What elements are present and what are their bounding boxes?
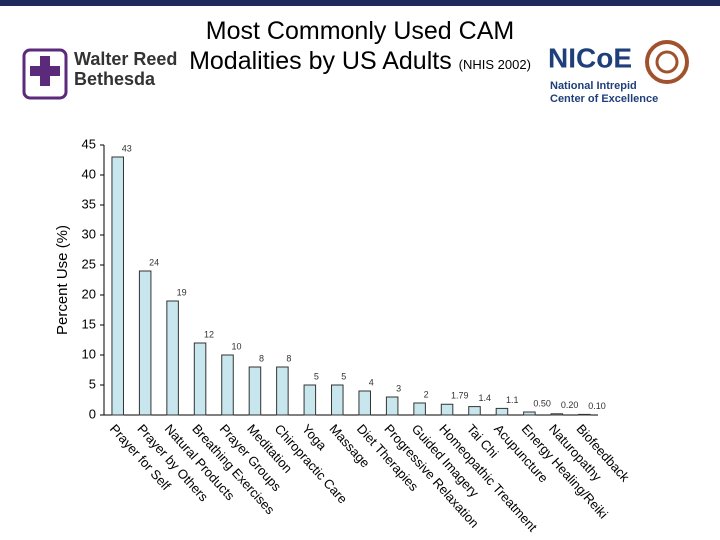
data-label: 1.79 <box>451 391 469 401</box>
title-text: Most Commonly Used CAM Modalities by US … <box>189 17 515 75</box>
bar <box>221 354 234 416</box>
bar <box>523 411 536 416</box>
chart-title: Most Commonly Used CAM Modalities by US … <box>180 16 540 80</box>
data-label: 3 <box>396 383 401 393</box>
data-label: 1.1 <box>506 395 519 405</box>
logo-text: Center of Excellence <box>550 93 658 105</box>
y-tick-label: 25 <box>82 256 96 271</box>
bar <box>550 413 564 416</box>
y-tick-label: 45 <box>82 136 96 151</box>
logo-shield <box>22 48 68 100</box>
source: (NHIS 2002) <box>458 57 531 72</box>
data-label: 4 <box>369 377 374 387</box>
data-label: 43 <box>122 143 132 153</box>
data-label: 8 <box>259 353 264 363</box>
data-label: 1.4 <box>479 393 492 403</box>
bar <box>385 396 399 416</box>
data-label: 0.10 <box>588 401 606 411</box>
y-tick-label: 40 <box>82 166 96 181</box>
bar <box>166 300 179 416</box>
logo-swirl <box>645 40 689 84</box>
logo-cross <box>30 66 60 76</box>
bar <box>248 366 262 416</box>
bar <box>276 366 289 416</box>
bar <box>495 407 509 416</box>
bar <box>193 342 207 416</box>
data-label: 10 <box>232 341 242 351</box>
bar <box>578 413 591 416</box>
logo-name: NICoE <box>548 42 632 73</box>
y-tick-label: 15 <box>82 316 96 331</box>
top-stripe <box>0 0 720 6</box>
y-tick-label: 35 <box>82 196 96 211</box>
bar <box>440 403 454 416</box>
data-label: 0.50 <box>533 398 551 408</box>
bar <box>303 384 317 416</box>
y-tick-label: 20 <box>82 286 96 301</box>
data-label: 24 <box>149 257 159 267</box>
y-tick-label: 5 <box>89 376 96 391</box>
y-tick-label: 10 <box>82 346 96 361</box>
bar <box>138 270 152 416</box>
bar <box>331 384 344 416</box>
data-label: 0.20 <box>561 400 579 410</box>
right-logo: NICoE National Intrepid Center of Excell… <box>548 40 689 105</box>
data-label: 2 <box>424 389 429 399</box>
bar <box>111 156 124 416</box>
logo-text: Bethesda <box>74 69 156 89</box>
y-axis-label: Percent Use (%) <box>54 225 71 335</box>
data-label: 8 <box>286 353 291 363</box>
left-logo: Walter Reed Bethesda <box>22 48 177 100</box>
bar <box>413 402 426 416</box>
y-tick-label: 30 <box>82 226 96 241</box>
logo-text: Walter Reed <box>74 49 177 69</box>
data-label: 5 <box>314 371 319 381</box>
y-tick-label: 0 <box>89 406 96 421</box>
bar <box>358 390 371 416</box>
bar <box>468 406 481 416</box>
logo-text: National Intrepid <box>550 80 637 92</box>
data-label: 12 <box>204 329 214 339</box>
data-label: 5 <box>341 371 346 381</box>
data-label: 19 <box>177 287 187 297</box>
logo-swirl <box>655 50 679 74</box>
